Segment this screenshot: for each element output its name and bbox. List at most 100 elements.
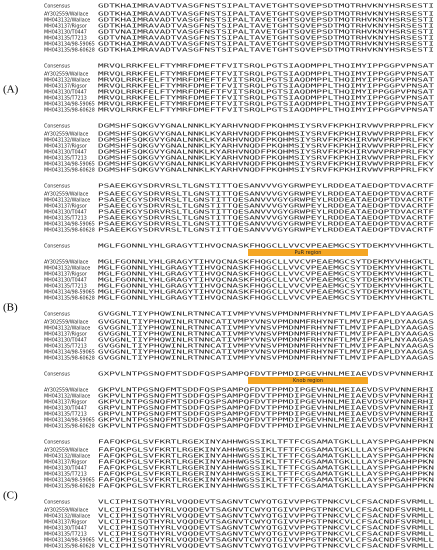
- sequence-row: FAFQKPGLSVFKRTLRGEKINYAHHWGSSIKLTFTFCGSA…: [98, 484, 434, 490]
- sequence-name: MH043135/T7213: [44, 284, 87, 290]
- sequence-row: GDTKHAIMRAVADTVASGFNSTSIPALTAVETGHTSQVEP…: [98, 48, 434, 54]
- sequence-row: MRVQLRRKFELFTYMRFDMEFTFVITSRQLPGTSIAQDMP…: [98, 90, 434, 96]
- sequence-name: MH043130/T0447: [44, 210, 87, 216]
- sequence-name: AY302559/Wallace: [44, 192, 88, 198]
- sequence-row: VLCIPHISQTHYRLVQQDEVTSAGNVTCWYQTGIVVPPGT…: [98, 526, 434, 532]
- region-bar: [248, 249, 368, 256]
- sequence-row: VLCIPHISQTHYRLVQQDEVTSAGNVTCWYQTGIVVPPGT…: [98, 508, 434, 514]
- sequence-row: GKPVLNTPGSNQFMTSDDFQSPSAMPQFDVTPPMDIPGEV…: [98, 388, 434, 394]
- sequence-row: GDTKHAIMRAVADTVASGFNSTSIPALTAVETGHTSQVEP…: [98, 18, 434, 24]
- sequence-name: MH043137/Rigsor: [44, 204, 87, 210]
- sequence-row: GDTKHAIMRAVADTVASGFNSTSIPALTAVETGHTSQVEP…: [98, 12, 434, 18]
- sequence-row: MRVQLRRKFELFTYMRFDMEFTFVITSRQLPGTSIAQDMP…: [98, 96, 434, 102]
- sequence-name: MH043132/Wallace: [44, 326, 90, 332]
- sequence-row: FAFQKPGLSVFKRTLRGEKINYAHHWGSSIKLTFTFCGSA…: [98, 454, 434, 460]
- consensus-label: Consensus: [44, 124, 70, 130]
- sequence-name: MH043137/Rigsor: [44, 520, 87, 526]
- sequence-name: AY302559/Wallace: [44, 132, 88, 138]
- sequence-row: DGMSHFSQKGVYGNALNNKLKYARHVNQDFPKQHMSIYSR…: [98, 168, 436, 174]
- sequence-row: FAFQKPGLSVFKRTLRGEKINYAHHWGSSIKLTFTFCGSA…: [98, 478, 434, 484]
- sequence-row: VLCIPHISQTHYRLVQQDEVTSAGNVTCWYQTGIVVPPGT…: [98, 520, 434, 526]
- sequence-name: MH043132/Wallace: [44, 514, 90, 520]
- sequence-name: MH043135/T7213: [44, 344, 87, 350]
- sequence-name: AY302559/Wallace: [44, 72, 88, 78]
- sequence-name: MH043130/T0447: [44, 526, 87, 532]
- sequence-row: FAFQKPGLSVFKRTLRGEKINYAHHWGSSIKLTFTFCGSA…: [98, 448, 434, 454]
- sequence-row: PSAEECGYSDRVRSLTLGNSTITTQESANVVVGYGRWPEY…: [98, 198, 434, 204]
- sequence-name: MH043135/T7213: [44, 96, 87, 102]
- consensus-sequence: DGMSHFSQKGVYGNALNNKLKYARHVNQDFPKQHMSIYSR…: [98, 124, 436, 130]
- sequence-name: MH043137/Rigsor: [44, 84, 87, 90]
- sequence-row: PSAEECGYSDRVRSLTLGNSTITTQESANVVVGYGRWPEY…: [98, 204, 434, 210]
- sequence-row: PSAEEKGYSDRVRSLTLGNSTITTQESANVVVGYGRWPEY…: [98, 216, 434, 222]
- sequence-name: MH043134/98-59065: [44, 478, 95, 484]
- sequence-row: GKPVLNTPGSNQFMTSDDFQSPSAMPQFDVTPPMDIPGEV…: [98, 394, 434, 400]
- sequence-name: MH043132/Wallace: [44, 198, 90, 204]
- sequence-name: MH043135/98-60628: [44, 356, 95, 362]
- sequence-name: MH043137/Rigsor: [44, 24, 87, 30]
- sequence-row: MGLFGONNLYHLGRAGYTIHVQCNASKFHQGCLLVVCVPE…: [98, 278, 434, 284]
- sequence-name: MH043135/98-60628: [44, 228, 95, 234]
- consensus-sequence: GVGGNLTIYPHQWINLRTNNCATIVMPYVNSVPMDNMFRH…: [98, 312, 434, 318]
- consensus-sequence: GXPVLNTPGSNQFMTSDDFQSPSAMPQFDVTPPMDIPGEV…: [98, 372, 434, 378]
- sequence-row: DGMSHFSQKGVYGNALNNKLKYARHVNQDFPKQHMSIYSR…: [98, 138, 436, 144]
- sequence-name: MH043132/Wallace: [44, 394, 90, 400]
- sequence-row: VLCIPHISQTHYRLVQQDEVTSAGNVTCWYQTGIVVPPGT…: [98, 544, 434, 550]
- sequence-row: MGLFGONNLYHLGRAGYTIHVQCNASKFHQGCLLVVCVPE…: [98, 296, 434, 302]
- sequence-name: MH043135/T7213: [44, 532, 87, 538]
- sequence-row: DGMSHFSQKGVYGNALNNKLKYARHVNQDFPKQHMSIYSR…: [98, 144, 436, 150]
- sequence-name: MH043137/Rigsor: [44, 400, 87, 406]
- sequence-row: FAFQKPGLSVFKRTLRGERINYAHHWGSSIKLTFTFCGSA…: [98, 466, 434, 472]
- sequence-row: PSAEEKGYSDRVRSLTLGNSTITTQESANVVVGYGRWPEY…: [98, 222, 434, 228]
- consensus-label: Consensus: [44, 312, 70, 318]
- consensus-sequence: MRVQLRRKFELFTYMRFDMEFTFVITSRQLPGTSIAQDMP…: [98, 64, 434, 70]
- sequence-name: MH043137/Rigsor: [44, 144, 87, 150]
- sequence-name: MH043135/98-60628: [44, 544, 95, 550]
- sequence-name: MH043134/98-59065: [44, 102, 95, 108]
- sequence-row: MGLFGONNLYHLGRAGYTIHVQCNASKFHQGCLLVVCVPE…: [98, 272, 434, 278]
- sequence-name: MH043132/Wallace: [44, 138, 90, 144]
- sequence-name: MH043137/Rigsor: [44, 332, 87, 338]
- sequence-row: GVGGNLTIYPHQWINLRTNNCATIVMPYVNSVPMDNMFRH…: [98, 344, 434, 350]
- sequence-name: MH043130/T0447: [44, 466, 87, 472]
- sequence-name: MH043135/98-60628: [44, 168, 95, 174]
- sequence-row: GVGGNLTIYPHQWINLRTNNCATIVMPYVNSVPMDNMFRH…: [98, 320, 434, 326]
- sequence-row: DGMSHFSQKGVYGNALNNKLKYARHVNQDFPKQHMSIYSR…: [98, 162, 436, 168]
- sequence-name: MH043135/T7213: [44, 412, 87, 418]
- sequence-name: AY302559/Wallace: [44, 260, 88, 266]
- sequence-name: MH043130/T0447: [44, 150, 87, 156]
- sequence-name: MH043132/Wallace: [44, 18, 90, 24]
- sequence-row: GDTVNAIMRAVADTVASGFNSTSIPALTAVETGHTSQVEP…: [98, 36, 434, 42]
- sequence-row: MGLFGONNLYHLGRAGYTIHVQCNASKFHQGCLLVVCVPE…: [98, 290, 434, 296]
- consensus-label: Consensus: [44, 64, 70, 70]
- sequence-row: GVGGNLTIYPHQWINLRTNNCATIVMPYVNSVPMDNMFRH…: [98, 350, 434, 356]
- sequence-name: MH043135/98-60628: [44, 484, 95, 490]
- sequence-row: MGLFGONNLYHLGRAGYTIHVQCNASKFHQGCLLVVCVPE…: [98, 284, 434, 290]
- sequence-name: MH043134/98-59065: [44, 418, 95, 424]
- sequence-name: AY302559/Wallace: [44, 448, 88, 454]
- panel-label: (C): [3, 490, 18, 502]
- sequence-row: DGMSHFSQKGVYGNALNNKLKYARHVNQDFPKQHMSIYSR…: [98, 156, 436, 162]
- sequence-name: MH043130/T0447: [44, 30, 87, 36]
- sequence-row: DGMSHFSQKGVYGNALNNKLKYARHVNQDFPKQHMSIYSR…: [98, 150, 436, 156]
- sequence-name: AY302559/Wallace: [44, 12, 88, 18]
- sequence-row: GDTKHAIMRAVADTVASGFNSTSIPALTAVETGHTSQVEP…: [98, 42, 434, 48]
- sequence-name: MH043135/T7213: [44, 472, 87, 478]
- panel-label: (B): [3, 302, 18, 314]
- sequence-name: MH043135/T7213: [44, 156, 87, 162]
- sequence-name: MH043132/Wallace: [44, 266, 90, 272]
- sequence-row: GKPVLNTPGSNQFMTSDDFQSPSAMPQFDVTPPMDIPGEV…: [98, 400, 434, 406]
- sequence-name: MH043134/98-59065: [44, 162, 95, 168]
- region-label: PuR region: [295, 250, 322, 256]
- sequence-name: MH043132/Wallace: [44, 78, 90, 84]
- consensus-label: Consensus: [44, 440, 70, 446]
- sequence-row: GKPVLNTPGSNQFMTSDDFQSPSAMPQFDVTPPMDIPGEV…: [98, 424, 434, 430]
- sequence-row: GKPVLNTPGSNQFMTSDDFQSPSAMPQFDVTPPMDIPGEV…: [98, 418, 434, 424]
- sequence-row: PSAEEKGYSDRVRSLTLGNSTITTQESANVVVGYGRWPEY…: [98, 228, 434, 234]
- consensus-sequence: FAFQKPGLSVFKRTLRGEXINYAHHWGSSIKLTFTFCGSA…: [98, 440, 434, 446]
- sequence-name: MH043134/98-59065: [44, 42, 95, 48]
- consensus-label: Consensus: [44, 4, 70, 10]
- sequence-row: DGMSHFSQKGVYGNALNNKLKYARHVNQDFPKQHMSIYSR…: [98, 132, 436, 138]
- sequence-row: MGLFGONNLYHLGRAGYTIHVQCNASKFHQGCLLVVCVPE…: [98, 266, 434, 272]
- sequence-name: MH043135/T7213: [44, 216, 87, 222]
